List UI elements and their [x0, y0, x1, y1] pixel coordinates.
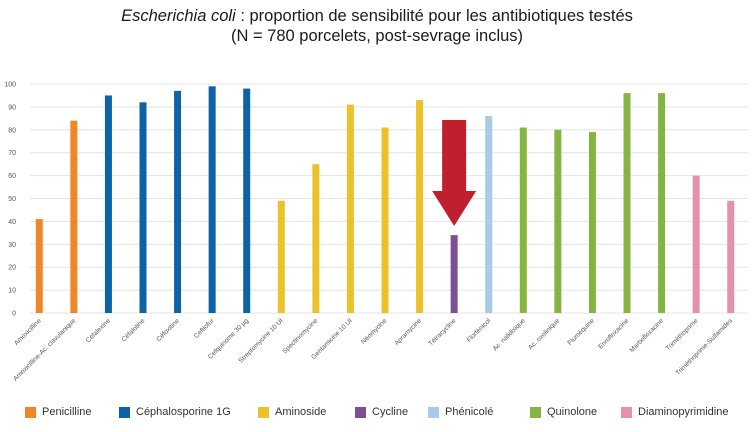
legend-item: Cycline: [355, 406, 408, 418]
bar: [104, 95, 112, 313]
bar: [588, 132, 596, 313]
legend-swatch: [119, 406, 130, 418]
bar: [174, 90, 182, 314]
bar: [381, 127, 389, 313]
legend-swatch: [25, 406, 36, 418]
category-label: Amoxicilline-Ac. clavulanique: [12, 317, 77, 382]
category-label: Céfalotine: [120, 317, 146, 343]
legend-label: Phénicolé: [445, 406, 494, 418]
bar: [519, 127, 527, 313]
legend-swatch: [258, 406, 269, 418]
category-label: Marbofloxacine: [628, 317, 665, 354]
category-label: Ceftiofur: [193, 317, 216, 340]
title-line-1: Escherichia coli : proportion de sensibi…: [0, 6, 754, 26]
bar: [208, 86, 216, 313]
category-label: Amoxicilline: [13, 317, 43, 347]
bar: [450, 235, 458, 313]
legend-label: Céphalosporine 1G: [136, 406, 231, 418]
legend-label: Quinolone: [547, 406, 598, 418]
title-line-2: (N = 780 porcelets, post-sevrage inclus): [230, 27, 524, 45]
bar: [485, 116, 493, 313]
y-tick-label: 40: [8, 219, 16, 226]
category-label: Florfénicol: [466, 317, 493, 344]
category-label: Triméthoprime-Sulfamides: [675, 317, 735, 377]
category-label: Ac. nalidixique: [492, 317, 527, 352]
legend-swatch: [621, 406, 632, 418]
bar: [277, 200, 285, 313]
category-label: Tétracycline: [427, 317, 457, 347]
bar: [35, 219, 43, 313]
y-tick-label: 0: [12, 311, 16, 318]
legend-label: Cycline: [372, 406, 409, 418]
legend-label: Aminoside: [275, 406, 327, 418]
bar: [243, 88, 251, 313]
bar: [727, 200, 735, 313]
y-tick-label: 80: [8, 127, 16, 134]
category-label: Spectinomycine: [281, 317, 319, 355]
bar: [658, 93, 666, 313]
bar: [139, 102, 147, 313]
legend-swatch: [428, 406, 439, 418]
category-label: Apramycine: [393, 317, 423, 347]
bar: [312, 164, 320, 313]
category-label: Céfalexine: [85, 317, 112, 344]
title-line-1-rest: : proportion de sensibilité pour les ant…: [235, 7, 633, 25]
y-tick-label: 30: [8, 242, 16, 249]
legend-item: Diaminopyrimidine: [621, 406, 728, 418]
legend-swatch: [530, 406, 541, 418]
chart-title: Escherichia coli : proportion de sensibi…: [0, 6, 754, 46]
bar: [346, 104, 354, 313]
bar: [554, 129, 562, 313]
bar-chart: 0 10 20 30 40 50 60 70 80 90 100 AmoxicillineAmoxic…: [4, 82, 748, 383]
y-tick-label: 70: [8, 150, 16, 157]
legend-item: Céphalosporine 1G: [119, 406, 231, 418]
bar: [692, 175, 700, 313]
category-label: Néomycine: [360, 317, 389, 346]
legend-item: Penicilline: [25, 406, 92, 418]
legend-item: Quinolone: [530, 406, 597, 418]
legend-item: Phénicolé: [428, 406, 493, 418]
category-label: Ac. oxolinique: [527, 317, 561, 351]
y-tick-label: 90: [8, 104, 16, 111]
y-tick-label: 60: [8, 173, 16, 180]
chart-legend: Penicilline Céphalosporine 1G Aminoside Cyc…: [25, 406, 750, 424]
y-tick-label: 100: [4, 82, 16, 89]
legend-label: Diaminopyrimidine: [638, 406, 729, 418]
bar: [623, 93, 631, 313]
legend-swatch: [355, 406, 366, 418]
bar: [70, 120, 78, 313]
y-tick-label: 10: [8, 288, 16, 295]
title-species: Escherichia coli: [121, 7, 236, 25]
y-tick-label: 50: [8, 196, 16, 203]
category-label: Fluméquine: [567, 317, 597, 347]
legend-label: Penicilline: [42, 406, 92, 418]
highlight-arrow-icon: [432, 120, 477, 226]
legend-item: Aminoside: [258, 406, 326, 418]
category-label: Triméthoprime: [665, 317, 700, 352]
y-tick-label: 20: [8, 265, 16, 272]
bar: [416, 100, 424, 313]
category-label: Céfoxitine: [155, 317, 181, 343]
category-label: Enrofloxacine: [597, 317, 630, 350]
